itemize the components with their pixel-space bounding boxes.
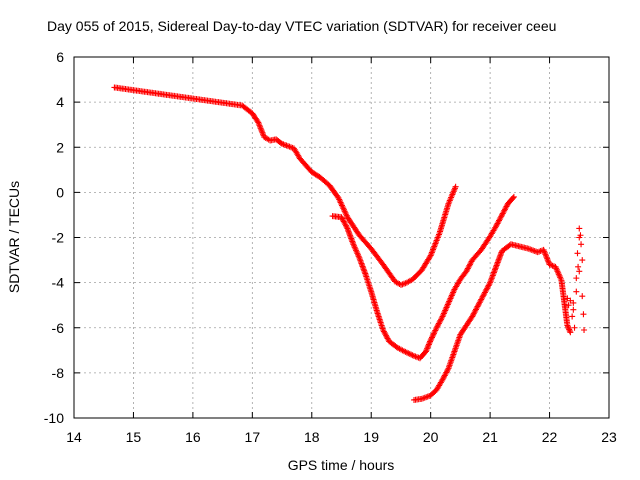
x-tick-label: 16 xyxy=(185,429,201,445)
y-tick-labels: -10 -8 -6 -4 -2 0 2 4 6 xyxy=(44,49,64,426)
data-point-marker xyxy=(427,337,434,344)
data-point-marker xyxy=(575,263,582,270)
x-tick-label: 21 xyxy=(482,429,498,445)
data-point-marker xyxy=(576,268,583,275)
x-tick-labels: 14 15 16 17 18 19 20 21 22 23 xyxy=(66,429,617,445)
data-point-marker xyxy=(426,253,433,260)
data-point-marker xyxy=(432,327,439,334)
x-tick-label: 14 xyxy=(66,429,82,445)
x-tick-label: 18 xyxy=(304,429,320,445)
data-point-marker xyxy=(570,306,577,313)
data-point-marker xyxy=(438,314,445,321)
y-tick-label: -10 xyxy=(44,410,64,426)
grid-layer xyxy=(74,57,609,418)
data-point-marker xyxy=(428,334,435,341)
data-point-marker xyxy=(427,338,434,345)
data-point-marker xyxy=(565,302,572,309)
y-tick-label: 2 xyxy=(56,139,64,155)
data-point-marker xyxy=(409,352,416,359)
data-point-marker xyxy=(566,326,573,333)
data-point-marker xyxy=(408,351,415,358)
data-point-marker xyxy=(509,195,516,202)
data-point-marker xyxy=(426,339,433,346)
y-tick-label: 0 xyxy=(56,184,64,200)
x-tick-label: 15 xyxy=(126,429,142,445)
y-tick-label: 4 xyxy=(56,94,64,110)
data-point-marker xyxy=(580,311,587,318)
x-tick-label: 20 xyxy=(423,429,439,445)
chart-title: Day 055 of 2015, Sidereal Day-to-day VTE… xyxy=(47,18,556,34)
y-tick-label: -4 xyxy=(52,275,65,291)
data-point-marker xyxy=(424,345,431,352)
series-track-b xyxy=(329,193,517,362)
data-point-marker xyxy=(254,118,261,125)
data-point-marker xyxy=(581,327,588,334)
data-point-marker xyxy=(403,349,410,356)
data-point-marker xyxy=(573,275,580,282)
data-point-marker xyxy=(430,331,437,338)
y-tick-label: -2 xyxy=(52,230,65,246)
data-point-marker xyxy=(570,299,577,306)
data-point-marker xyxy=(574,250,581,257)
data-point-marker xyxy=(425,341,432,348)
data-point-marker xyxy=(423,347,430,354)
data-point-marker xyxy=(405,350,412,357)
data-point-marker xyxy=(444,366,451,373)
x-axis-label: GPS time / hours xyxy=(288,457,395,473)
x-tick-label: 23 xyxy=(601,429,617,445)
y-tick-label: 6 xyxy=(56,49,64,65)
data-point-marker xyxy=(510,193,517,200)
data-point-marker xyxy=(424,344,431,351)
x-tick-label: 19 xyxy=(363,429,379,445)
data-point-marker xyxy=(406,350,413,357)
tick-layer xyxy=(73,56,610,419)
data-point-marker xyxy=(565,325,572,332)
data-point-marker xyxy=(577,232,584,239)
y-axis-label: SDTVAR / TECUs xyxy=(6,181,22,293)
data-point-marker xyxy=(431,328,438,335)
data-point-marker xyxy=(343,224,350,231)
series-track-c xyxy=(411,241,574,403)
data-point-marker xyxy=(429,333,436,340)
data-point-marker xyxy=(579,293,586,300)
data-point-marker xyxy=(573,288,580,295)
y-tick-label: -6 xyxy=(52,320,65,336)
data-point-marker xyxy=(425,342,432,349)
data-point-marker xyxy=(428,335,435,342)
x-tick-label: 22 xyxy=(542,429,558,445)
data-point-marker xyxy=(578,241,585,248)
x-tick-label: 17 xyxy=(245,429,261,445)
data-point-marker xyxy=(452,183,459,190)
data-point-marker xyxy=(486,281,493,288)
data-point-marker xyxy=(422,348,429,355)
data-point-marker xyxy=(432,326,439,333)
data-point-marker xyxy=(564,322,571,329)
data-point-marker xyxy=(571,324,578,331)
data-point-marker xyxy=(579,257,586,264)
series-scatter-tail xyxy=(564,225,588,334)
data-point-marker xyxy=(566,327,573,334)
series-track-a xyxy=(111,84,459,288)
data-marks xyxy=(111,84,588,403)
data-point-marker xyxy=(430,330,437,337)
y-tick-label: -8 xyxy=(52,365,65,381)
data-point-marker xyxy=(567,329,574,336)
data-point-marker xyxy=(576,225,583,232)
data-point-marker xyxy=(564,323,571,330)
data-point-marker xyxy=(569,313,576,320)
